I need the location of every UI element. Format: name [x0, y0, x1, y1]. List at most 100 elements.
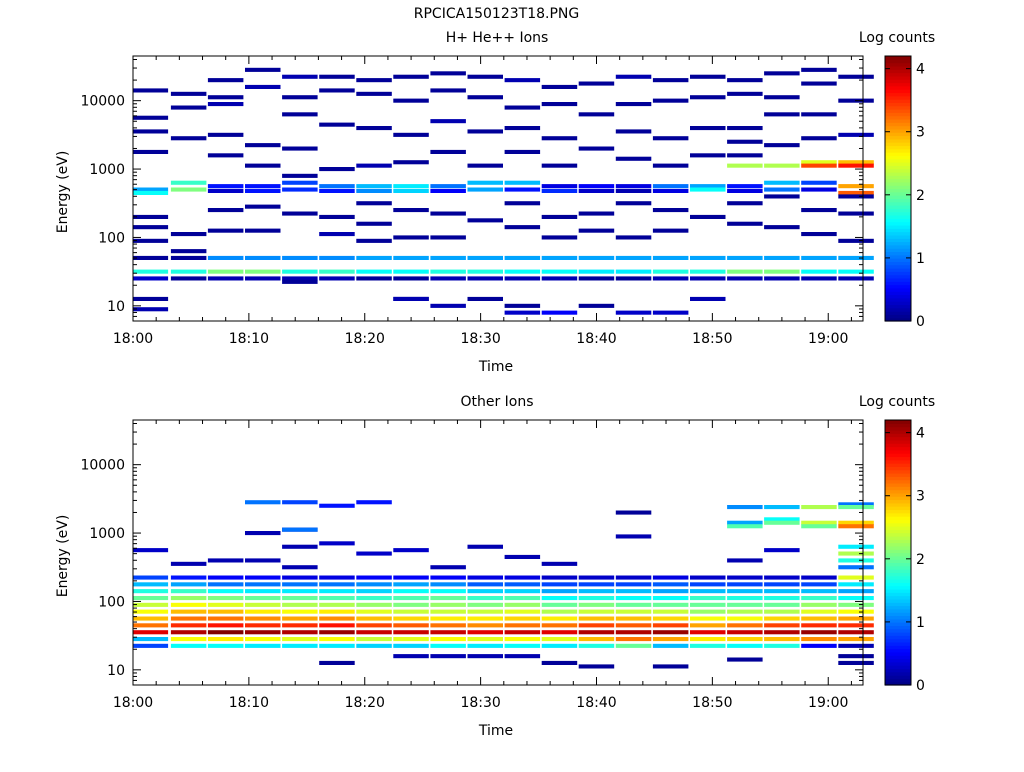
heatmap-cell	[319, 214, 355, 219]
heatmap-cell	[319, 255, 355, 260]
heatmap-cell	[467, 544, 503, 549]
heatmap-cell	[282, 596, 318, 601]
heatmap-cell	[652, 276, 689, 281]
heatmap-cell	[245, 582, 281, 587]
y-tick-label: 10	[107, 299, 125, 315]
colorbar-segment	[885, 181, 911, 186]
heatmap-cell	[764, 225, 800, 230]
heatmap-cell	[170, 589, 207, 594]
heatmap-cell	[801, 81, 837, 86]
heatmap-cell	[615, 596, 652, 601]
heatmap-cell	[578, 575, 615, 580]
heatmap-cell	[838, 74, 874, 79]
heatmap-cell	[393, 296, 429, 301]
heatmap-cell	[838, 623, 874, 628]
heatmap-cell	[838, 544, 874, 549]
heatmap-cell	[132, 575, 169, 580]
heatmap-cell	[170, 91, 207, 96]
heatmap-cell	[652, 269, 689, 274]
colorbar: 0 1 2 3 4	[884, 419, 925, 694]
heatmap-cell	[356, 188, 392, 193]
colorbar-segment	[885, 608, 911, 613]
heatmap-cell	[652, 637, 689, 642]
heatmap-cell	[727, 153, 763, 158]
heatmap-cell	[282, 180, 318, 185]
colorbar-segment	[885, 632, 911, 636]
heatmap-cell	[430, 211, 466, 216]
heatmap-cell	[282, 616, 318, 621]
heatmap-cell	[245, 596, 281, 601]
heatmap-cell	[467, 74, 503, 79]
heatmap-cell	[764, 505, 800, 510]
heatmap-cell	[467, 582, 503, 587]
heatmap-cell	[393, 575, 429, 580]
colorbar-segment	[885, 198, 911, 203]
heatmap-cell	[282, 602, 318, 607]
heatmap-cell	[282, 95, 318, 100]
heatmap-cell	[578, 269, 615, 274]
heatmap-cell	[356, 623, 392, 628]
heatmap-cell	[801, 575, 837, 580]
heatmap-cell	[282, 211, 318, 216]
heatmap-cell	[727, 616, 763, 621]
heatmap-cell	[319, 609, 355, 614]
heatmap-cell	[356, 276, 392, 281]
colorbar-segment	[885, 625, 911, 630]
y-tick-label: 1000	[89, 162, 125, 178]
heatmap-cell	[282, 643, 318, 648]
colorbar-segment	[885, 542, 911, 547]
heatmap-cell	[652, 208, 689, 213]
heatmap-cell	[282, 269, 318, 274]
y-tick-label: 1000	[89, 526, 125, 542]
colorbar-segment	[885, 675, 911, 679]
heatmap-cell	[838, 190, 874, 195]
heatmap-cell	[393, 188, 429, 193]
heatmap-cell	[578, 211, 615, 216]
heatmap-cell	[282, 609, 318, 614]
heatmap-cell	[578, 303, 615, 308]
heatmap-cell	[727, 139, 763, 144]
colorbar-segment	[885, 602, 911, 607]
heatmap-cell	[430, 582, 466, 587]
heatmap-cell	[467, 609, 503, 614]
heatmap-cell	[207, 575, 244, 580]
heatmap-cell	[727, 91, 763, 96]
colorbar-segment	[885, 628, 911, 633]
heatmap-cell	[801, 112, 837, 117]
heatmap-cell	[652, 582, 689, 587]
heatmap-cell	[245, 255, 281, 260]
heatmap-cell	[615, 310, 652, 315]
heatmap-cell	[764, 596, 800, 601]
colorbar-segment	[885, 439, 911, 444]
heatmap-cell	[615, 623, 652, 628]
heatmap-cell	[615, 102, 652, 107]
heatmap-cell	[541, 589, 578, 594]
heatmap-cell	[356, 643, 392, 648]
colorbar-segment	[885, 678, 911, 683]
colorbar-tick-label: 4	[916, 426, 925, 442]
heatmap-cell	[838, 582, 874, 587]
heatmap-cell	[727, 609, 763, 614]
heatmap-cell	[132, 582, 169, 587]
colorbar-segment	[885, 304, 911, 309]
colorbar-segment	[885, 535, 911, 540]
heatmap-cell	[690, 184, 726, 189]
heatmap-cell	[690, 269, 726, 274]
figure-title: RPCICA150123T18.PNG	[413, 6, 580, 22]
heatmap-cell	[170, 255, 207, 260]
heatmap-cell	[578, 630, 615, 635]
colorbar-segment	[885, 112, 911, 117]
heatmap-cell	[170, 623, 207, 628]
colorbar-segment	[885, 248, 911, 253]
heatmap-cell	[393, 276, 429, 281]
colorbar-segment	[885, 423, 911, 428]
heatmap-cell	[245, 558, 281, 563]
heatmap-cell	[578, 276, 615, 281]
heatmap-cell	[393, 255, 429, 260]
colorbar-segment	[885, 291, 911, 296]
heatmap-cell	[838, 163, 874, 168]
heatmap-cell	[504, 623, 541, 628]
heatmap-cell	[430, 276, 466, 281]
heatmap-cell	[430, 88, 466, 93]
colorbar-segment	[885, 155, 911, 160]
